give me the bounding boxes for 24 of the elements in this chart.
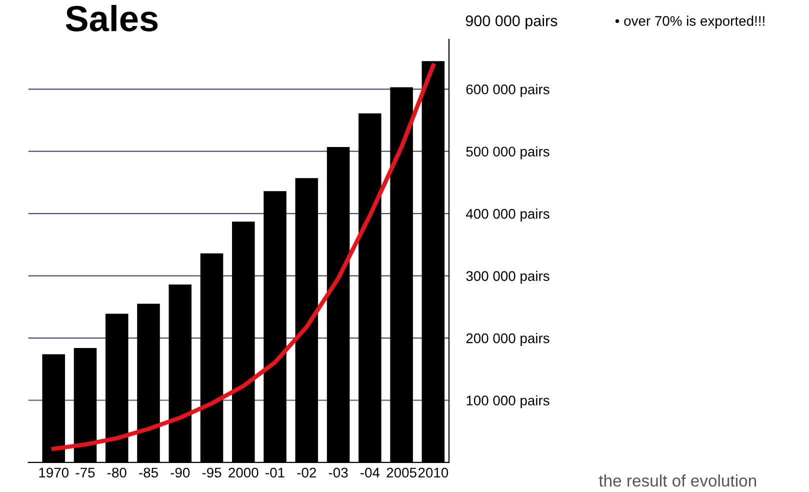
x-tick-label: -04 xyxy=(360,468,380,478)
chart-title: Sales xyxy=(66,4,158,32)
text: the result of evolution xyxy=(598,474,756,487)
x-tick-label: -95 xyxy=(202,468,222,478)
y-tick-label: 100 000 pairs xyxy=(466,395,550,408)
x-tick-label: -02 xyxy=(297,468,316,478)
text: • over 70% is exported!!! xyxy=(615,16,764,29)
line-series xyxy=(52,63,436,451)
x-tick-label: -80 xyxy=(107,468,126,478)
x-tick-label: -03 xyxy=(328,468,348,478)
x-tick-label: 2005 xyxy=(386,468,416,478)
y-tick-label: 600 000 pairs xyxy=(466,84,550,98)
x-tick-label: 2010 xyxy=(418,468,448,478)
x-tick-label: 1970 xyxy=(39,468,69,478)
x-tick-label: -01 xyxy=(266,468,284,478)
x-tick-label: 2000 xyxy=(228,468,258,478)
x-tick-label: -75 xyxy=(76,468,95,478)
y-tick-label: 300 000 pairs xyxy=(466,270,550,284)
x-tick-label: -85 xyxy=(139,468,158,478)
y-tick-label: 500 000 pairs xyxy=(466,146,550,160)
x-tick-label: -90 xyxy=(170,468,190,478)
text: 900 000 pairs xyxy=(466,15,558,30)
y-tick-label: 400 000 pairs xyxy=(466,208,550,222)
y-tick-label: 200 000 pairs xyxy=(466,333,550,346)
